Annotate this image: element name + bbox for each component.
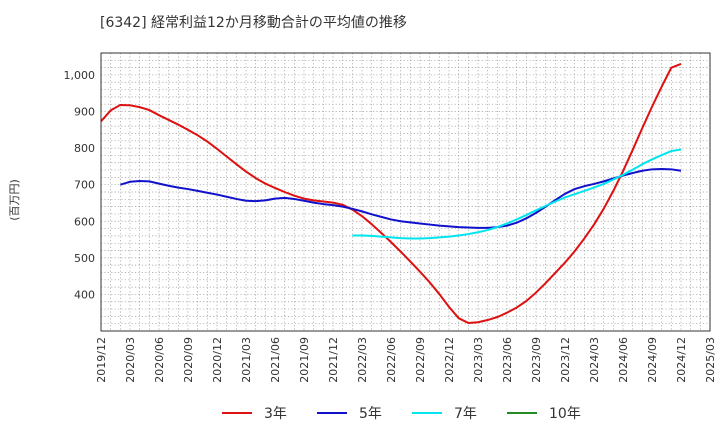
legend-label: 3年 <box>264 406 287 422</box>
series-line-5年 <box>120 167 682 229</box>
x-tick-label: 2021/09 <box>298 337 311 383</box>
series-lines <box>100 63 682 324</box>
y-axis-label: (百万円) <box>8 179 21 221</box>
x-tick-label: 2020/12 <box>211 337 224 383</box>
legend-label: 5年 <box>359 406 382 422</box>
legend: 3年 5年 7年 10年 <box>222 406 581 422</box>
series-line-3年 <box>100 63 682 324</box>
x-tick-label: 2020/09 <box>182 337 195 383</box>
x-tick-label: 2023/03 <box>472 337 485 383</box>
x-tick-label: 2020/06 <box>153 337 166 383</box>
grid-lines <box>101 53 710 331</box>
x-tick-label: 2022/03 <box>356 337 369 383</box>
x-tick-label: 2019/12 <box>95 337 108 383</box>
legend-label: 7年 <box>454 406 477 422</box>
x-tick-label: 2025/03 <box>704 337 717 383</box>
x-tick-label: 2024/03 <box>588 337 601 383</box>
y-tick-label: 800 <box>74 142 95 155</box>
y-tick-label: 1,000 <box>64 69 96 82</box>
y-tick-label: 400 <box>74 288 95 301</box>
y-tick-labels: 400 500 600 700 800 900 1,000 <box>64 69 96 301</box>
x-tick-label: 2023/09 <box>530 337 543 383</box>
x-tick-label: 2021/12 <box>327 337 340 383</box>
x-tick-label: 2024/09 <box>646 337 659 383</box>
y-tick-label: 500 <box>74 252 95 265</box>
legend-label: 10年 <box>549 406 581 422</box>
x-tick-label: 2022/09 <box>414 337 427 383</box>
y-tick-label: 700 <box>74 179 95 192</box>
x-tick-labels: 2019/12 2020/03 2020/06 2020/09 2020/12 2021/… <box>95 337 717 383</box>
x-tick-label: 2023/12 <box>559 337 572 383</box>
plot-frame <box>100 52 711 332</box>
series-line-7年 <box>352 148 682 240</box>
x-tick-label: 2021/03 <box>240 337 253 383</box>
x-tick-label: 2024/06 <box>617 337 630 383</box>
chart-title: [6342] 経常利益12か月移動合計の平均値の推移 <box>100 15 407 31</box>
x-tick-label: 2024/12 <box>675 337 688 383</box>
x-tick-label: 2020/03 <box>124 337 137 383</box>
y-tick-label: 600 <box>74 215 95 228</box>
x-tick-label: 2021/06 <box>269 337 282 383</box>
x-tick-label: 2023/06 <box>501 337 514 383</box>
x-tick-label: 2022/12 <box>443 337 456 383</box>
y-tick-label: 900 <box>74 106 95 119</box>
x-tick-label: 2022/06 <box>385 337 398 383</box>
